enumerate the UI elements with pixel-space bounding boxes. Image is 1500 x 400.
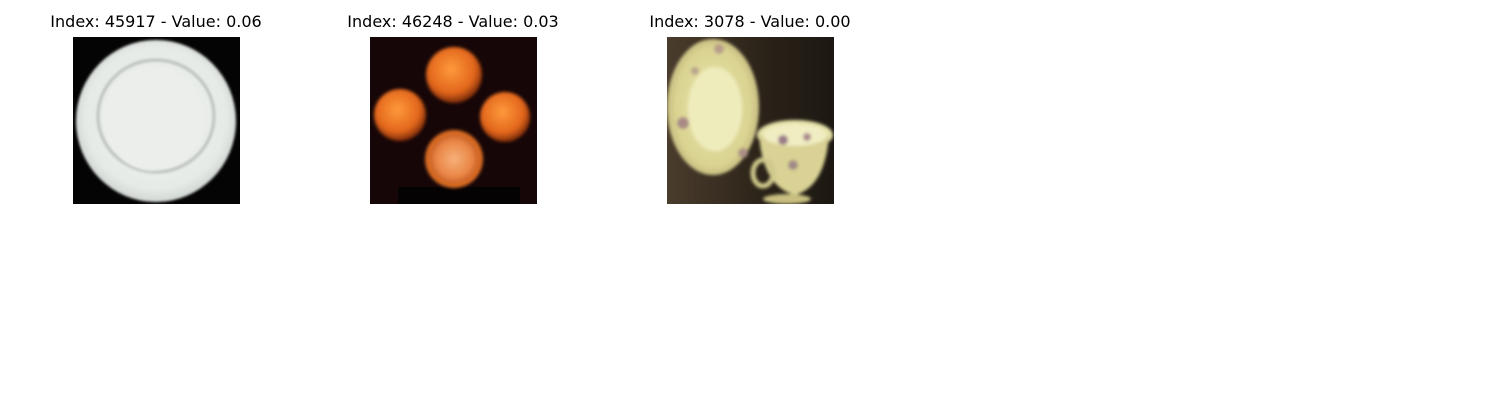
panel-title-1: Index: 45917 - Value: 0.06: [50, 12, 262, 31]
panel-title-3: Index: 3078 - Value: 0.00: [649, 12, 851, 31]
panel-title-2: Index: 46248 - Value: 0.03: [347, 12, 559, 31]
oranges-image: [370, 37, 537, 204]
thumbnail-oranges: [370, 37, 537, 204]
thumbnail-white-plate: [73, 37, 240, 204]
floral-plate-and-teacup-image: [667, 37, 834, 204]
white-plate-image: [73, 37, 240, 204]
thumbnail-floral-plate-teacup: [667, 37, 834, 204]
